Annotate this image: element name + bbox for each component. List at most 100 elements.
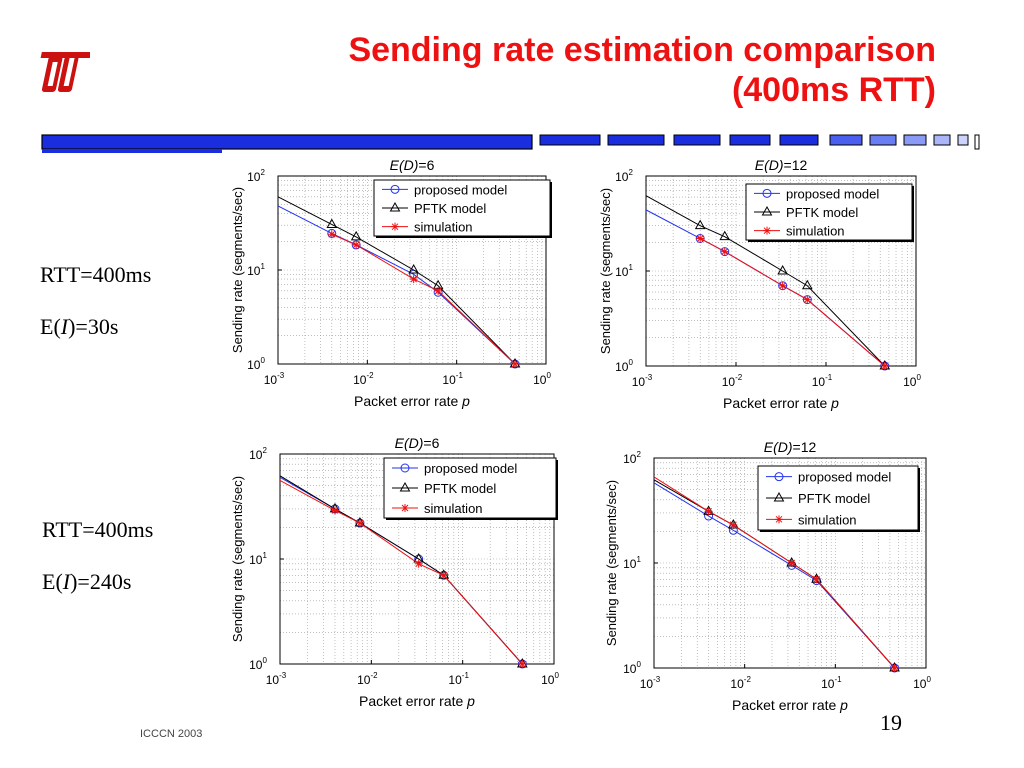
data-point	[696, 234, 705, 243]
data-point	[327, 230, 336, 239]
data-point	[434, 286, 443, 295]
data-point	[787, 559, 796, 567]
y-tick-label: 102	[615, 168, 633, 184]
x-tick-label: 100	[533, 371, 551, 387]
slide-title: Sending rate estimation comparison (400m…	[176, 30, 936, 110]
data-point	[880, 362, 889, 370]
legend-label: simulation	[786, 224, 845, 239]
x-axis-label: Packet error rate p	[359, 693, 475, 709]
x-tick-label: 10-1	[812, 373, 833, 389]
legend-marker	[762, 188, 772, 198]
chart-title: E(D)=12	[764, 439, 817, 455]
x-tick-label: 100	[913, 675, 931, 691]
legend-marker	[390, 184, 400, 194]
legend-marker	[401, 504, 409, 512]
legend: proposed model PFTK model simulation	[745, 183, 914, 242]
series-star	[696, 234, 889, 370]
legend-label: simulation	[414, 220, 473, 235]
x-tick-label: 10-3	[632, 373, 653, 389]
y-tick-label: 100	[247, 356, 265, 372]
data-point	[439, 571, 448, 580]
data-point	[704, 507, 713, 516]
plot-top-right: 10-3 10-2 10-1 100 100 101 102 E(D)=12 Packet er…	[598, 157, 921, 411]
data-point	[350, 230, 362, 241]
x-tick-label: 10-3	[264, 371, 285, 387]
legend-label: PFTK model	[786, 205, 858, 220]
row1-rtt-label: RTT=400ms	[40, 262, 152, 287]
data-point	[803, 295, 812, 304]
series-line	[645, 195, 886, 367]
plot-bottom-right: 10-3 10-2 10-1 100 100 101 102 E(D)=12 Packet er…	[604, 439, 931, 713]
legend-label: proposed model	[414, 182, 507, 197]
data-point	[511, 360, 520, 368]
x-tick-label: 10-3	[266, 671, 287, 687]
legend-marker	[391, 222, 399, 231]
y-axis-label: Sending rate (segments/sec)	[230, 187, 245, 353]
data-point	[778, 281, 787, 290]
x-tick-label: 10-3	[640, 675, 661, 691]
series-star	[327, 230, 520, 368]
y-tick-label: 102	[249, 446, 267, 462]
data-point	[326, 218, 338, 228]
data-point	[777, 264, 789, 275]
data-point	[518, 660, 527, 668]
chart-title: E(D)=6	[390, 157, 435, 173]
legend-label: proposed model	[786, 186, 879, 201]
legend-label: proposed model	[798, 470, 891, 485]
data-point	[352, 240, 361, 249]
series-line	[279, 480, 523, 665]
row2-ei-label: E(I)=240s	[42, 569, 132, 594]
data-point	[694, 219, 706, 230]
plot-top-left: 10-3 10-2 10-1 100 100 101 102 E(D)=6 Packet err…	[230, 157, 552, 409]
series-line	[653, 476, 895, 669]
legend-label: PFTK model	[414, 201, 486, 216]
y-tick-label: 102	[247, 168, 265, 184]
data-point	[409, 275, 418, 284]
x-axis-label: Packet error rate p	[723, 395, 839, 411]
x-tick-label: 10-1	[448, 671, 469, 687]
legend-label: PFTK model	[798, 491, 870, 506]
legend-label: simulation	[424, 501, 483, 516]
x-axis-label: Packet error rate p	[732, 697, 848, 713]
y-tick-label: 101	[623, 555, 641, 571]
y-tick-label: 101	[249, 551, 267, 567]
x-tick-label: 100	[541, 671, 559, 687]
legend-label: simulation	[798, 512, 857, 527]
y-tick-label: 100	[249, 656, 267, 672]
y-tick-label: 100	[623, 660, 641, 676]
legend-marker	[761, 205, 773, 216]
legend-label: PFTK model	[424, 481, 496, 496]
legend-marker	[389, 201, 401, 212]
data-point	[890, 664, 899, 672]
y-tick-label: 101	[247, 262, 265, 278]
data-point	[719, 230, 731, 241]
y-tick-label: 102	[623, 450, 641, 466]
x-tick-label: 10-2	[730, 675, 751, 691]
series-star	[279, 480, 527, 668]
legend-marker	[774, 472, 784, 482]
data-point	[408, 263, 420, 274]
data-point	[720, 247, 729, 256]
row1-ei-label: E(I)=30s	[40, 314, 119, 339]
chart-title: E(D)=6	[395, 435, 440, 451]
series-line	[277, 196, 516, 365]
x-tick-label: 10-2	[357, 671, 378, 687]
university-logo	[40, 52, 90, 92]
y-tick-label: 101	[615, 263, 633, 279]
grid-lines	[653, 458, 926, 669]
x-axis-label: Packet error rate p	[354, 393, 470, 409]
x-tick-label: 10-1	[442, 371, 463, 387]
title-line-2: (400ms RTT)	[731, 71, 936, 109]
y-axis-label: Sending rate (segments/sec)	[230, 476, 245, 642]
legend-marker	[775, 515, 783, 524]
page-number: 19	[880, 710, 902, 735]
legend: proposed model PFTK model simulation	[373, 179, 552, 238]
legend-marker	[773, 491, 785, 502]
footer-text: ICCCN 2003	[140, 728, 203, 740]
series-star	[653, 476, 899, 672]
title-line-1: Sending rate estimation comparison	[348, 31, 936, 69]
series-line	[653, 482, 895, 669]
legend-marker	[763, 226, 771, 235]
data-point	[801, 279, 813, 290]
data-point	[330, 506, 339, 515]
